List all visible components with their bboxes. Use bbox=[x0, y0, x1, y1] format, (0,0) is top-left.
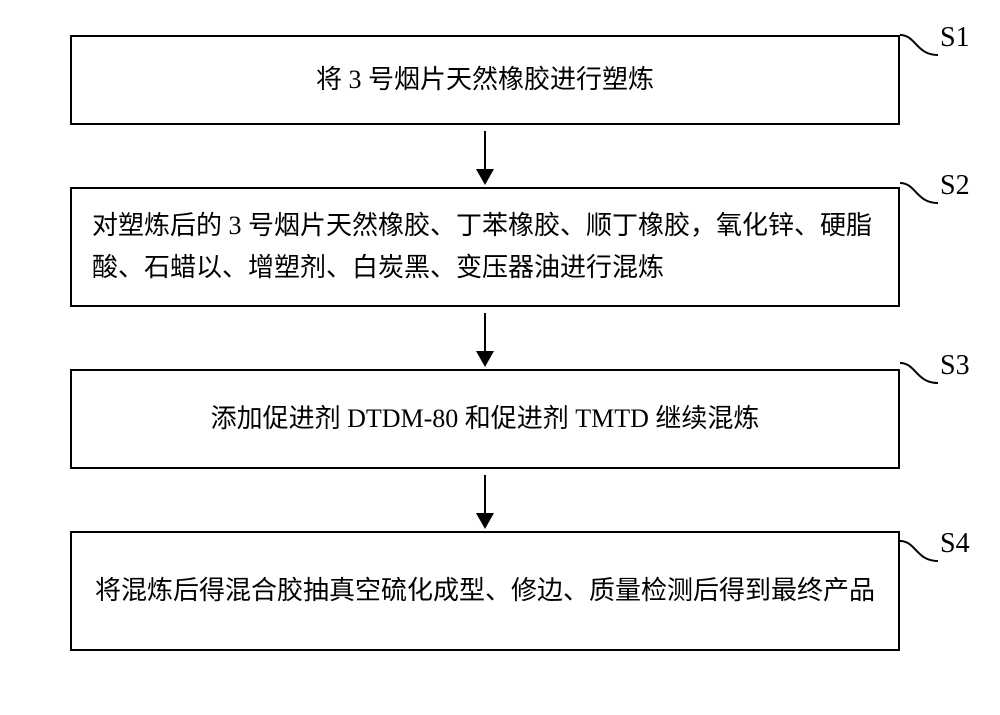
step-text-s3: 添加促进剂 DTDM-80 和促进剂 TMTD 继续混炼 bbox=[191, 390, 780, 448]
connector-s4 bbox=[898, 539, 944, 565]
connector-s3 bbox=[898, 361, 944, 387]
step-box-s4: 将混炼后得混合胶抽真空硫化成型、修边、质量检测后得到最终产品 bbox=[70, 531, 900, 651]
arrow-s2-s3 bbox=[476, 313, 494, 367]
arrow-s3-s4 bbox=[476, 475, 494, 529]
connector-s1 bbox=[898, 33, 944, 59]
step-box-s1: 将 3 号烟片天然橡胶进行塑炼 bbox=[70, 35, 900, 125]
step-label-s2: S2 bbox=[940, 170, 970, 202]
step-label-s4: S4 bbox=[940, 528, 970, 560]
step-text-s2: 对塑炼后的 3 号烟片天然橡胶、丁苯橡胶、顺丁橡胶，氧化锌、硬脂酸、石蜡以、增塑… bbox=[72, 197, 898, 296]
connector-s2 bbox=[898, 181, 944, 207]
step-label-s3: S3 bbox=[940, 350, 970, 382]
step-text-s4: 将混炼后得混合胶抽真空硫化成型、修边、质量检测后得到最终产品 bbox=[75, 562, 895, 620]
arrow-s1-s2 bbox=[476, 131, 494, 185]
step-text-s1: 将 3 号烟片天然橡胶进行塑炼 bbox=[296, 51, 674, 109]
step-box-s2: 对塑炼后的 3 号烟片天然橡胶、丁苯橡胶、顺丁橡胶，氧化锌、硬脂酸、石蜡以、增塑… bbox=[70, 187, 900, 307]
step-box-s3: 添加促进剂 DTDM-80 和促进剂 TMTD 继续混炼 bbox=[70, 369, 900, 469]
step-label-s1: S1 bbox=[940, 22, 970, 54]
flowchart-container: 将 3 号烟片天然橡胶进行塑炼 对塑炼后的 3 号烟片天然橡胶、丁苯橡胶、顺丁橡… bbox=[70, 35, 900, 651]
